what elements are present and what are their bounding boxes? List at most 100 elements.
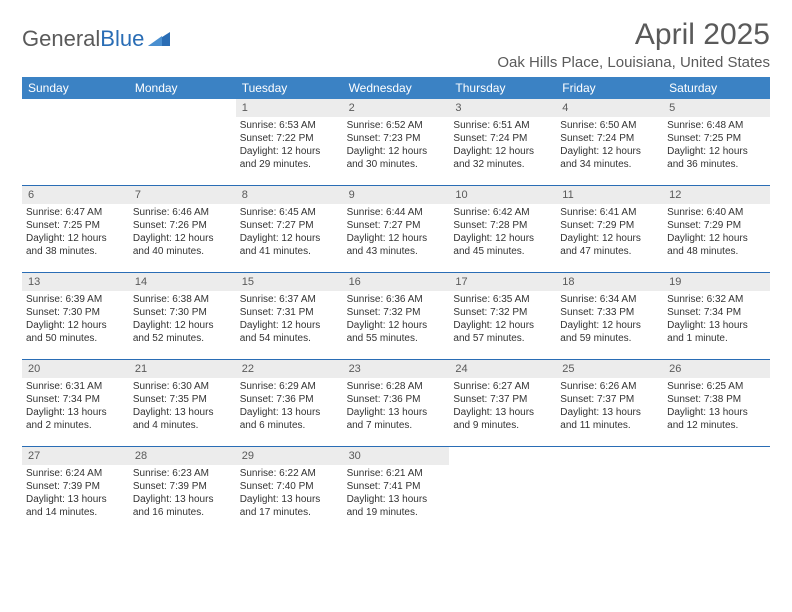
daylight-text: Daylight: 13 hours and 4 minutes. bbox=[133, 406, 232, 432]
header: GeneralBlue April 2025 Oak Hills Place, … bbox=[22, 18, 770, 71]
day-number: 7 bbox=[129, 186, 236, 204]
day-body: Sunrise: 6:22 AMSunset: 7:40 PMDaylight:… bbox=[236, 465, 343, 523]
calendar-day: 8Sunrise: 6:45 AMSunset: 7:27 PMDaylight… bbox=[236, 186, 343, 272]
title-block: April 2025 Oak Hills Place, Louisiana, U… bbox=[497, 18, 770, 71]
weekday-friday: Friday bbox=[556, 77, 663, 99]
day-number: 19 bbox=[663, 273, 770, 291]
day-number: 4 bbox=[556, 99, 663, 117]
calendar-day: . bbox=[129, 99, 236, 185]
logo-text-b: Blue bbox=[100, 26, 144, 52]
day-number: 20 bbox=[22, 360, 129, 378]
sunset-text: Sunset: 7:31 PM bbox=[240, 306, 339, 319]
daylight-text: Daylight: 12 hours and 54 minutes. bbox=[240, 319, 339, 345]
sunset-text: Sunset: 7:25 PM bbox=[26, 219, 125, 232]
daylight-text: Daylight: 12 hours and 48 minutes. bbox=[667, 232, 766, 258]
sunset-text: Sunset: 7:30 PM bbox=[133, 306, 232, 319]
daylight-text: Daylight: 12 hours and 52 minutes. bbox=[133, 319, 232, 345]
day-number: 6 bbox=[22, 186, 129, 204]
sunrise-text: Sunrise: 6:39 AM bbox=[26, 293, 125, 306]
calendar-day: 1Sunrise: 6:53 AMSunset: 7:22 PMDaylight… bbox=[236, 99, 343, 185]
sunrise-text: Sunrise: 6:42 AM bbox=[453, 206, 552, 219]
day-number: 21 bbox=[129, 360, 236, 378]
daylight-text: Daylight: 12 hours and 55 minutes. bbox=[347, 319, 446, 345]
calendar-day: 23Sunrise: 6:28 AMSunset: 7:36 PMDayligh… bbox=[343, 360, 450, 446]
weekday-thursday: Thursday bbox=[449, 77, 556, 99]
sunrise-text: Sunrise: 6:51 AM bbox=[453, 119, 552, 132]
day-number: 30 bbox=[343, 447, 450, 465]
day-body: Sunrise: 6:48 AMSunset: 7:25 PMDaylight:… bbox=[663, 117, 770, 175]
day-body: Sunrise: 6:44 AMSunset: 7:27 PMDaylight:… bbox=[343, 204, 450, 262]
calendar-day: 3Sunrise: 6:51 AMSunset: 7:24 PMDaylight… bbox=[449, 99, 556, 185]
calendar-day: . bbox=[22, 99, 129, 185]
sunset-text: Sunset: 7:27 PM bbox=[347, 219, 446, 232]
day-number: 9 bbox=[343, 186, 450, 204]
sunset-text: Sunset: 7:35 PM bbox=[133, 393, 232, 406]
weekday-header: Sunday Monday Tuesday Wednesday Thursday… bbox=[22, 77, 770, 99]
sunrise-text: Sunrise: 6:22 AM bbox=[240, 467, 339, 480]
sunset-text: Sunset: 7:26 PM bbox=[133, 219, 232, 232]
day-number: 23 bbox=[343, 360, 450, 378]
sunrise-text: Sunrise: 6:52 AM bbox=[347, 119, 446, 132]
day-body: Sunrise: 6:47 AMSunset: 7:25 PMDaylight:… bbox=[22, 204, 129, 262]
sunset-text: Sunset: 7:34 PM bbox=[26, 393, 125, 406]
daylight-text: Daylight: 12 hours and 59 minutes. bbox=[560, 319, 659, 345]
sunrise-text: Sunrise: 6:38 AM bbox=[133, 293, 232, 306]
sunset-text: Sunset: 7:32 PM bbox=[347, 306, 446, 319]
day-number: 14 bbox=[129, 273, 236, 291]
day-number: 25 bbox=[556, 360, 663, 378]
daylight-text: Daylight: 12 hours and 43 minutes. bbox=[347, 232, 446, 258]
daylight-text: Daylight: 12 hours and 38 minutes. bbox=[26, 232, 125, 258]
sunrise-text: Sunrise: 6:26 AM bbox=[560, 380, 659, 393]
sunrise-text: Sunrise: 6:36 AM bbox=[347, 293, 446, 306]
calendar-grid: ..1Sunrise: 6:53 AMSunset: 7:22 PMDaylig… bbox=[22, 99, 770, 533]
sunset-text: Sunset: 7:36 PM bbox=[347, 393, 446, 406]
sunset-text: Sunset: 7:30 PM bbox=[26, 306, 125, 319]
weekday-sunday: Sunday bbox=[22, 77, 129, 99]
day-body: Sunrise: 6:23 AMSunset: 7:39 PMDaylight:… bbox=[129, 465, 236, 523]
daylight-text: Daylight: 13 hours and 12 minutes. bbox=[667, 406, 766, 432]
calendar-day: 7Sunrise: 6:46 AMSunset: 7:26 PMDaylight… bbox=[129, 186, 236, 272]
day-body: Sunrise: 6:28 AMSunset: 7:36 PMDaylight:… bbox=[343, 378, 450, 436]
calendar-day: 4Sunrise: 6:50 AMSunset: 7:24 PMDaylight… bbox=[556, 99, 663, 185]
day-number: 15 bbox=[236, 273, 343, 291]
calendar-day: 26Sunrise: 6:25 AMSunset: 7:38 PMDayligh… bbox=[663, 360, 770, 446]
day-body: Sunrise: 6:45 AMSunset: 7:27 PMDaylight:… bbox=[236, 204, 343, 262]
sunset-text: Sunset: 7:33 PM bbox=[560, 306, 659, 319]
day-body: Sunrise: 6:40 AMSunset: 7:29 PMDaylight:… bbox=[663, 204, 770, 262]
sunrise-text: Sunrise: 6:29 AM bbox=[240, 380, 339, 393]
day-number: 28 bbox=[129, 447, 236, 465]
calendar-week: 6Sunrise: 6:47 AMSunset: 7:25 PMDaylight… bbox=[22, 186, 770, 273]
sunrise-text: Sunrise: 6:34 AM bbox=[560, 293, 659, 306]
daylight-text: Daylight: 12 hours and 36 minutes. bbox=[667, 145, 766, 171]
sunset-text: Sunset: 7:37 PM bbox=[560, 393, 659, 406]
day-body: Sunrise: 6:37 AMSunset: 7:31 PMDaylight:… bbox=[236, 291, 343, 349]
daylight-text: Daylight: 12 hours and 57 minutes. bbox=[453, 319, 552, 345]
day-body: Sunrise: 6:26 AMSunset: 7:37 PMDaylight:… bbox=[556, 378, 663, 436]
day-body: Sunrise: 6:42 AMSunset: 7:28 PMDaylight:… bbox=[449, 204, 556, 262]
logo-text-a: General bbox=[22, 26, 100, 52]
sunset-text: Sunset: 7:25 PM bbox=[667, 132, 766, 145]
day-number: 2 bbox=[343, 99, 450, 117]
calendar-day: 30Sunrise: 6:21 AMSunset: 7:41 PMDayligh… bbox=[343, 447, 450, 533]
sunrise-text: Sunrise: 6:24 AM bbox=[26, 467, 125, 480]
day-body: Sunrise: 6:34 AMSunset: 7:33 PMDaylight:… bbox=[556, 291, 663, 349]
day-body: Sunrise: 6:51 AMSunset: 7:24 PMDaylight:… bbox=[449, 117, 556, 175]
sunset-text: Sunset: 7:41 PM bbox=[347, 480, 446, 493]
weekday-saturday: Saturday bbox=[663, 77, 770, 99]
sunrise-text: Sunrise: 6:41 AM bbox=[560, 206, 659, 219]
calendar-day: 6Sunrise: 6:47 AMSunset: 7:25 PMDaylight… bbox=[22, 186, 129, 272]
logo: GeneralBlue bbox=[22, 26, 170, 52]
day-number: 11 bbox=[556, 186, 663, 204]
day-number: 5 bbox=[663, 99, 770, 117]
day-body: Sunrise: 6:21 AMSunset: 7:41 PMDaylight:… bbox=[343, 465, 450, 523]
daylight-text: Daylight: 13 hours and 19 minutes. bbox=[347, 493, 446, 519]
sunset-text: Sunset: 7:32 PM bbox=[453, 306, 552, 319]
sunset-text: Sunset: 7:24 PM bbox=[560, 132, 659, 145]
day-body: Sunrise: 6:31 AMSunset: 7:34 PMDaylight:… bbox=[22, 378, 129, 436]
day-number: 26 bbox=[663, 360, 770, 378]
sunset-text: Sunset: 7:36 PM bbox=[240, 393, 339, 406]
calendar-day: . bbox=[663, 447, 770, 533]
calendar-week: 20Sunrise: 6:31 AMSunset: 7:34 PMDayligh… bbox=[22, 360, 770, 447]
calendar-day: . bbox=[556, 447, 663, 533]
day-number: 10 bbox=[449, 186, 556, 204]
